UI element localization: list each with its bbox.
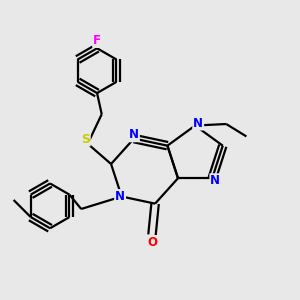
Text: N: N [193,117,203,130]
Text: O: O [147,236,157,249]
Text: F: F [93,34,101,47]
Text: S: S [81,133,90,146]
Text: N: N [129,128,139,141]
Text: N: N [210,174,220,187]
Text: N: N [115,190,125,203]
